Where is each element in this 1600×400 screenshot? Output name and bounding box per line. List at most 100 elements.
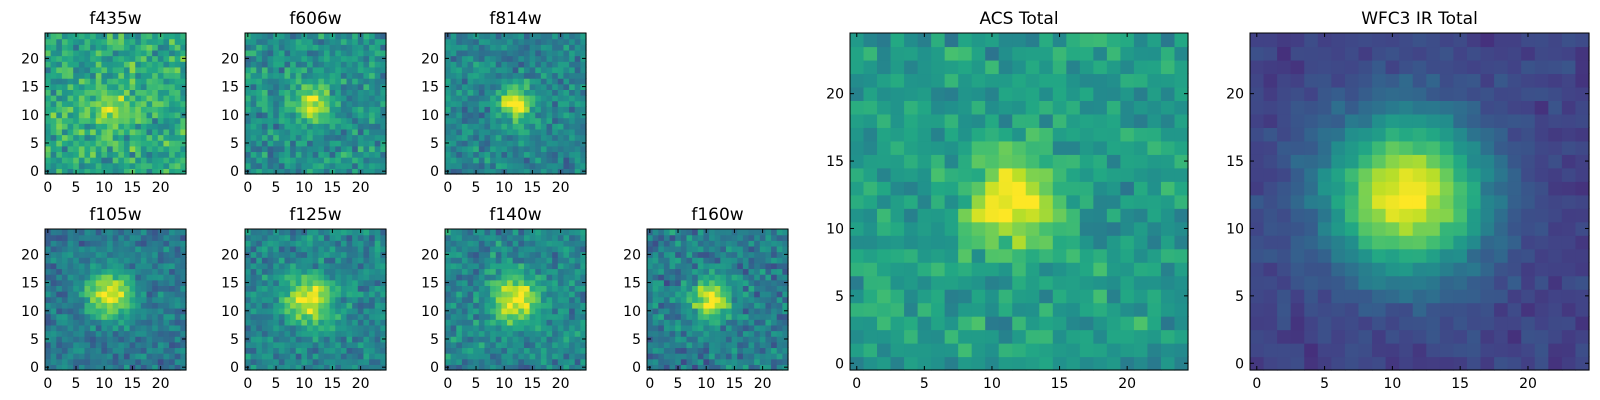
heatmap-cell [312,358,319,365]
heatmap-cell [180,341,187,349]
heatmap-cell [250,234,257,241]
heatmap-cell [1106,316,1121,331]
heatmap-cells [245,33,387,175]
heatmap-cell [1079,356,1094,371]
heatmap-cell [569,285,576,292]
x-tick-label: 5 [272,180,281,196]
heatmap-cell [1025,302,1040,317]
heatmap-cell [473,302,480,309]
heatmap-cell [107,100,114,107]
heatmap-cell [256,296,263,303]
heatmap-cell [56,128,63,136]
heatmap-cell [863,343,878,358]
heatmap-cell [490,106,497,113]
heatmap-cell [112,229,119,236]
heatmap-cell [569,168,576,175]
heatmap-cell [267,66,274,74]
heatmap-cell [703,324,710,332]
heatmap-cell [273,257,280,264]
heatmap-cell [352,240,359,247]
heatmap-cell [267,100,274,107]
heatmap-cell [256,106,263,113]
heatmap-cell [569,83,576,90]
heatmap-cell [563,44,570,51]
heatmap-cell [663,279,671,286]
heatmap-cell [574,291,581,298]
heatmap-cell [512,319,519,326]
heatmap-cell [101,66,108,74]
heatmap-cell [450,61,457,68]
heatmap-cell [759,336,767,343]
heatmap-cell [290,66,297,74]
heatmap-cell [697,358,704,365]
heatmap-cell [295,134,302,141]
heatmap-cell [552,106,559,113]
heatmap-cell [540,95,548,102]
heatmap-cell [267,168,274,175]
heatmap-cell [301,55,308,62]
heatmap-cell [647,358,654,365]
heatmap-cell [290,307,297,315]
heatmap-cell [686,307,693,315]
heatmap-cell [301,123,308,130]
heatmap-cell [563,61,570,68]
heatmap-cell [535,336,542,343]
heatmap-cell [507,330,514,337]
heatmap-cell [90,364,97,371]
heatmap-cell [340,145,348,153]
heatmap-cell [1039,356,1054,371]
heatmap-cell [569,134,576,141]
heatmap-cell [574,89,581,96]
heatmap-cell [569,89,576,96]
heatmap-cell [742,285,750,292]
heatmap-cell [163,157,170,164]
heatmap-cell [273,291,280,298]
heatmap-cell [850,127,865,142]
heatmap-cell [512,134,519,141]
heatmap-cell [357,72,365,79]
heatmap-cell [340,245,348,253]
heatmap-cell [478,279,486,286]
heatmap-cell [450,229,457,236]
heatmap-cell [569,44,576,51]
heatmap-cell [45,257,52,264]
heatmap-cell [95,364,102,371]
heatmap-cell [850,221,865,236]
heatmap-cell [546,324,553,332]
heatmap-cell [169,140,176,147]
heatmap-cell [318,49,325,57]
heatmap-cell [307,95,314,102]
heatmap-cell [518,307,525,315]
heatmap-cell [1106,329,1121,344]
heatmap-cell [518,83,525,90]
heatmap-cell [490,72,497,79]
heatmap-cell [118,330,125,337]
heatmap-cell [1147,113,1162,128]
heatmap-cell [290,353,297,360]
heatmap-cell [714,302,721,309]
heatmap-cell [1133,181,1149,196]
heatmap-cell [461,83,469,90]
heatmap-cell [467,134,474,141]
heatmap-cell [369,330,376,337]
heatmap-cell [329,145,336,153]
heatmap-cell [112,89,119,96]
heatmap-cell [1133,167,1149,182]
heatmap-cell [1066,46,1081,61]
heatmap-cell [169,341,176,349]
heatmap-cell [295,123,302,130]
heatmap-cell [675,307,682,315]
heatmap-cell [535,83,542,90]
heatmap-cell [73,307,80,315]
heatmap-cell [535,285,542,292]
heatmap-cell [540,330,548,337]
heatmap-cell [523,279,531,286]
heatmap-cell [61,307,69,315]
heatmap-cell [931,100,946,115]
heatmap-cell [295,49,302,57]
heatmap-cell [67,330,74,337]
heatmap-cell [850,86,865,101]
y-tick-label: 10 [21,108,39,124]
heatmap-cell [146,140,153,147]
